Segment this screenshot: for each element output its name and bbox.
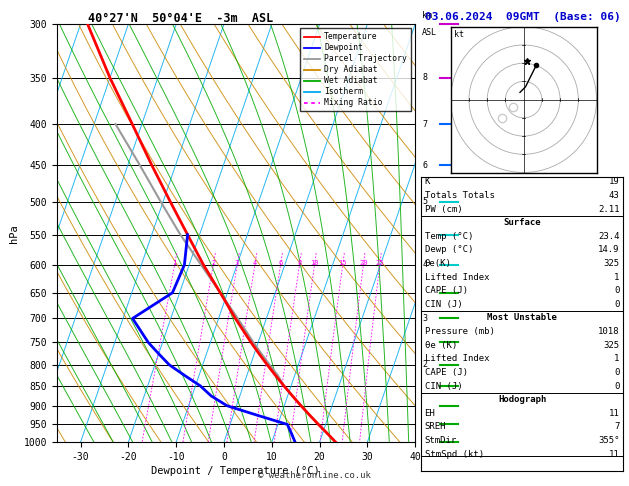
Text: CIN (J): CIN (J) (425, 382, 462, 391)
Text: 11: 11 (609, 409, 620, 418)
Text: 325: 325 (603, 341, 620, 350)
Y-axis label: hPa: hPa (9, 224, 19, 243)
Text: 0: 0 (614, 368, 620, 377)
Legend: Temperature, Dewpoint, Parcel Trajectory, Dry Adiabat, Wet Adiabat, Isotherm, Mi: Temperature, Dewpoint, Parcel Trajectory… (300, 28, 411, 111)
Text: 2.11: 2.11 (598, 205, 620, 214)
Text: CAPE (J): CAPE (J) (425, 368, 467, 377)
Text: Pressure (mb): Pressure (mb) (425, 327, 494, 336)
Text: Dewp (°C): Dewp (°C) (425, 245, 473, 255)
X-axis label: Dewpoint / Temperature (°C): Dewpoint / Temperature (°C) (152, 466, 320, 476)
Text: 4: 4 (253, 260, 257, 266)
Text: Totals Totals: Totals Totals (425, 191, 494, 200)
Text: 6: 6 (422, 160, 427, 170)
Text: Lifted Index: Lifted Index (425, 273, 489, 282)
Text: 4: 4 (422, 260, 427, 269)
Text: CAPE (J): CAPE (J) (425, 286, 467, 295)
Text: 6: 6 (278, 260, 282, 266)
Text: 2: 2 (422, 360, 427, 369)
Text: Hodograph: Hodograph (498, 395, 546, 404)
Text: 1: 1 (614, 354, 620, 364)
Text: 19: 19 (609, 177, 620, 187)
Text: 7: 7 (422, 120, 427, 129)
Text: CIN (J): CIN (J) (425, 300, 462, 309)
Text: kt: kt (454, 30, 464, 39)
Text: 0: 0 (614, 300, 620, 309)
Text: 355°: 355° (598, 436, 620, 445)
Text: 14.9: 14.9 (598, 245, 620, 255)
Text: 20: 20 (359, 260, 367, 266)
Text: 8: 8 (422, 73, 427, 82)
Text: 0: 0 (614, 286, 620, 295)
Text: 7: 7 (614, 422, 620, 432)
Text: 15: 15 (338, 260, 347, 266)
Text: 1: 1 (614, 273, 620, 282)
Text: StmSpd (kt): StmSpd (kt) (425, 450, 484, 459)
Text: PW (cm): PW (cm) (425, 205, 462, 214)
Text: 3: 3 (235, 260, 239, 266)
Text: θe (K): θe (K) (425, 341, 457, 350)
Text: 03.06.2024  09GMT  (Base: 06): 03.06.2024 09GMT (Base: 06) (425, 12, 620, 22)
Text: 1: 1 (172, 260, 177, 266)
Text: Temp (°C): Temp (°C) (425, 232, 473, 241)
Text: 1018: 1018 (598, 327, 620, 336)
Text: © weatheronline.co.uk: © weatheronline.co.uk (258, 471, 371, 480)
Text: K: K (425, 177, 430, 187)
Text: 5: 5 (422, 197, 427, 206)
Text: StmDir: StmDir (425, 436, 457, 445)
Text: ASL: ASL (422, 29, 437, 37)
Text: Lifted Index: Lifted Index (425, 354, 489, 364)
Text: 40°27'N  50°04'E  -3m  ASL: 40°27'N 50°04'E -3m ASL (88, 12, 274, 25)
Text: 43: 43 (609, 191, 620, 200)
Text: 10: 10 (310, 260, 319, 266)
Text: 3: 3 (422, 314, 427, 323)
Text: EH: EH (425, 409, 435, 418)
Text: 25: 25 (376, 260, 384, 266)
Text: km: km (422, 11, 432, 20)
Text: 2: 2 (211, 260, 215, 266)
Text: θe(K): θe(K) (425, 259, 452, 268)
Text: Most Unstable: Most Unstable (487, 313, 557, 323)
Text: 8: 8 (298, 260, 301, 266)
Text: 11: 11 (609, 450, 620, 459)
Text: Surface: Surface (503, 218, 541, 227)
Text: 325: 325 (603, 259, 620, 268)
Text: 23.4: 23.4 (598, 232, 620, 241)
Text: SREH: SREH (425, 422, 446, 432)
Text: 0: 0 (614, 382, 620, 391)
